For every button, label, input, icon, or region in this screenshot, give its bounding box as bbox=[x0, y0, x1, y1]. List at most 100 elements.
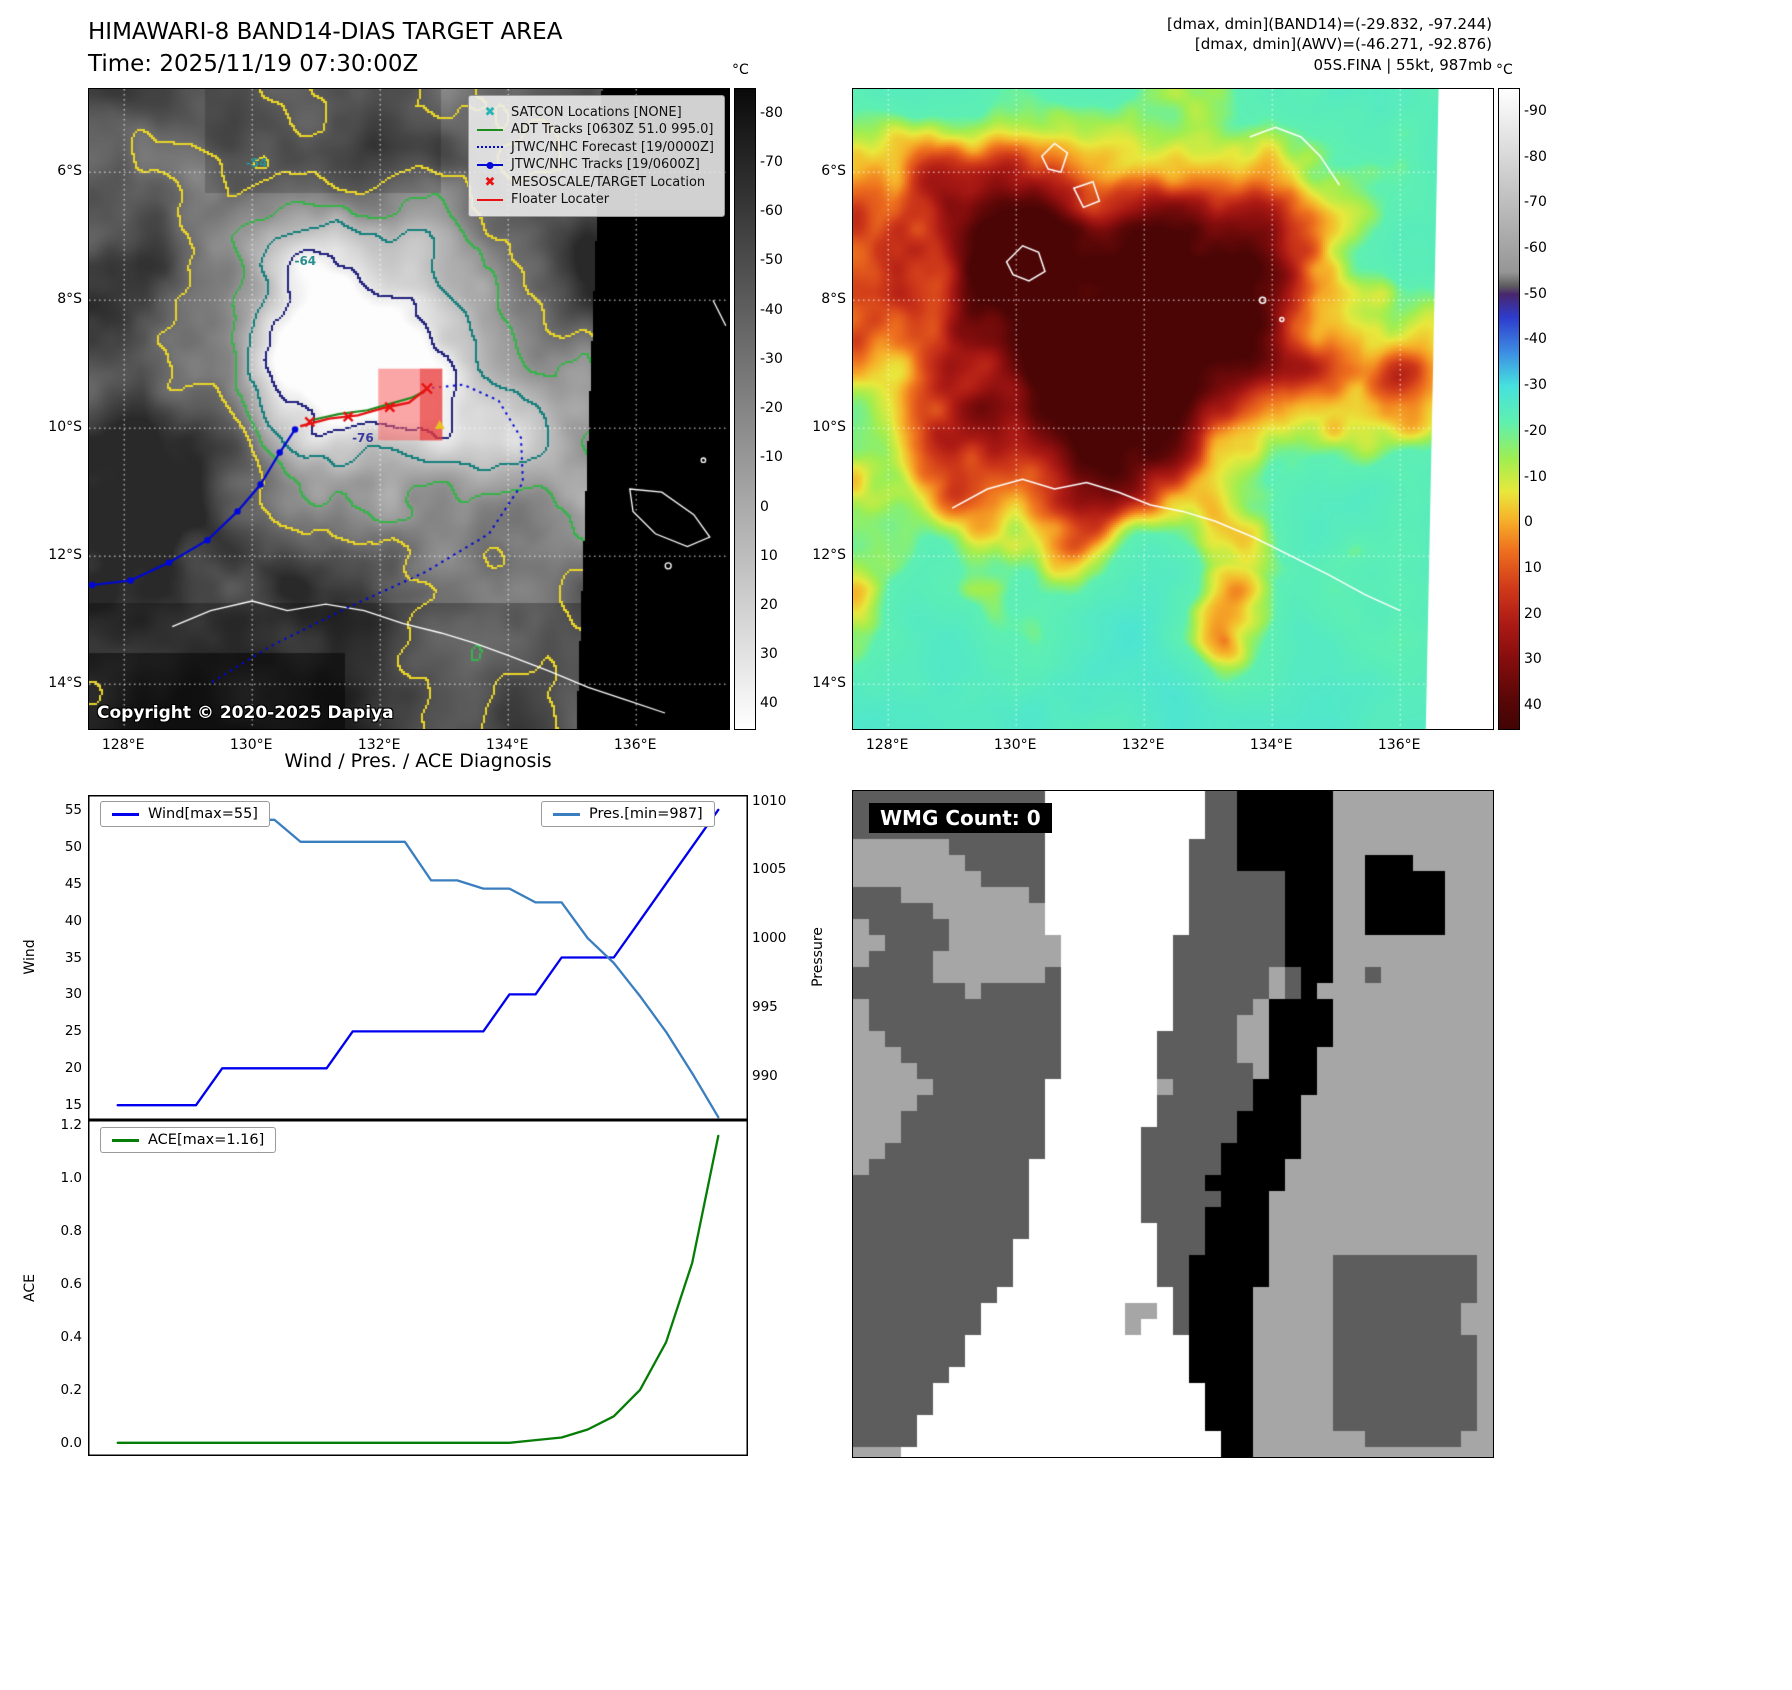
wind-pressure-chart bbox=[88, 795, 748, 1120]
lat-tick-label: 6°S bbox=[57, 163, 82, 180]
lat-tick-label: 14°S bbox=[48, 675, 82, 692]
ir-colorbar bbox=[1498, 88, 1520, 730]
wind-axis-label: Wind bbox=[22, 939, 38, 975]
tick-label: 20 bbox=[760, 596, 778, 613]
tick-label: -50 bbox=[1524, 285, 1547, 302]
lon-tick-label: 132°E bbox=[1121, 737, 1165, 753]
tl-colorbar-ticks: 40 30 20 10 0 -10 -20 -30 -40 -50 -60 -70 -80 bbox=[760, 0, 806, 1690]
legend-item: ✖ SATCON Locations [NONE] bbox=[477, 105, 714, 120]
legend-item-label: SATCON Locations [NONE] bbox=[511, 104, 682, 120]
map-legend: ✖ SATCON Locations [NONE] ADT Tracks [0630… bbox=[468, 95, 725, 217]
ace-legend: ACE[max=1.16] bbox=[100, 1127, 277, 1153]
tick-label: 1000 bbox=[752, 930, 787, 947]
ace-chart bbox=[88, 1120, 748, 1456]
tick-label: 990 bbox=[752, 1067, 778, 1084]
tick-label: 40 bbox=[64, 912, 82, 929]
tl-title: HIMAWARI-8 BAND14-DIAS TARGET AREA bbox=[88, 19, 563, 45]
tick-label: -40 bbox=[760, 301, 783, 318]
wmg-image bbox=[853, 791, 1493, 1457]
tick-label: 50 bbox=[64, 838, 82, 855]
tick-label: 25 bbox=[64, 1023, 82, 1040]
tick-label: 0.6 bbox=[60, 1276, 82, 1292]
tick-label: -10 bbox=[1524, 468, 1547, 485]
tick-label: 45 bbox=[64, 875, 82, 892]
tick-label: 0 bbox=[1524, 514, 1533, 531]
tick-label: 1.0 bbox=[60, 1170, 82, 1187]
tl-header: HIMAWARI-8 BAND14-DIAS TARGET AREA Time:… bbox=[88, 16, 562, 80]
contour-label: -54 bbox=[245, 155, 268, 170]
tick-label: -30 bbox=[1524, 377, 1547, 394]
tick-label: -10 bbox=[760, 449, 783, 466]
legend-item: Floater Locater bbox=[477, 192, 714, 207]
wind-legend-line bbox=[112, 812, 139, 816]
tr-header: [dmax, dmin](BAND14)=(-29.832, -97.244) … bbox=[1167, 14, 1492, 75]
tick-label: 0.2 bbox=[60, 1381, 82, 1398]
lat-tick-label: 6°S bbox=[821, 163, 846, 180]
ace-legend-label: ACE[max=1.16] bbox=[148, 1132, 265, 1148]
tick-label: 10 bbox=[1524, 560, 1542, 576]
contour-label: -64 bbox=[294, 253, 317, 268]
tick-label: 35 bbox=[64, 949, 82, 966]
tick-label: -50 bbox=[760, 252, 783, 269]
tl-lat-ticks: 6°S 8°S 10°S 12°S 14°S bbox=[28, 0, 82, 1690]
tr-header-band14: [dmax, dmin](BAND14)=(-29.832, -97.244) bbox=[1167, 15, 1492, 33]
tick-label: 20 bbox=[1524, 605, 1542, 622]
diagnosis-title: Wind / Pres. / ACE Diagnosis bbox=[284, 750, 552, 772]
legend-item: ✖ MESOSCALE/TARGET Location bbox=[477, 175, 714, 190]
legend-item: JTWC/NHC Tracks [19/0600Z] bbox=[477, 157, 714, 172]
x-marker-icon: ✖ bbox=[484, 104, 496, 120]
legend-item-label: JTWC/NHC Tracks [19/0600Z] bbox=[511, 157, 700, 172]
tr-lat-ticks: 6°S 8°S 10°S 12°S 14°S bbox=[792, 0, 846, 1690]
tick-label: 40 bbox=[760, 695, 778, 712]
tl-time: Time: 2025/11/19 07:30:00Z bbox=[88, 51, 419, 78]
line-icon bbox=[477, 198, 503, 201]
tick-label: 20 bbox=[64, 1060, 82, 1077]
tick-label: 30 bbox=[1524, 651, 1542, 668]
lon-tick-label: 134°E bbox=[1249, 737, 1293, 753]
legend-item: JTWC/NHC Forecast [19/0000Z] bbox=[477, 140, 714, 155]
tr-colorbar-unit: °C bbox=[1496, 62, 1513, 78]
ir-color-map-panel bbox=[852, 88, 1494, 730]
band14-colorbar bbox=[734, 88, 756, 730]
tick-label: 0.8 bbox=[60, 1223, 82, 1240]
legend-item-label: JTWC/NHC Forecast [19/0000Z] bbox=[511, 139, 714, 155]
copyright-text: Copyright © 2020-2025 Dapiya bbox=[97, 703, 394, 723]
pressure-axis-ticks: 1010 1005 1000 995 990 bbox=[752, 0, 802, 1690]
legend-item-label: MESOSCALE/TARGET Location bbox=[511, 174, 706, 190]
tick-label: 0.4 bbox=[60, 1328, 82, 1345]
legend-item-label: Floater Locater bbox=[511, 192, 610, 207]
wind-legend-label: Wind[max=55] bbox=[148, 806, 258, 822]
tick-label: -90 bbox=[1524, 102, 1547, 119]
tick-label: 40 bbox=[1524, 697, 1542, 714]
tick-label: -40 bbox=[1524, 331, 1547, 348]
lat-tick-label: 10°S bbox=[812, 419, 846, 436]
lat-tick-label: 12°S bbox=[48, 547, 82, 564]
wind-axis-ticks: 55 50 45 40 35 30 25 20 15 bbox=[36, 0, 82, 1690]
wmg-panel: WMG Count: 0 bbox=[852, 790, 1494, 1458]
line-dot-icon bbox=[477, 161, 503, 169]
tick-label: -60 bbox=[760, 203, 783, 220]
tr-header-storm: 05S.FINA | 55kt, 987mb bbox=[1313, 55, 1492, 74]
x-marker-icon: ✖ bbox=[484, 174, 496, 190]
tick-label: -80 bbox=[1524, 148, 1547, 165]
line-icon bbox=[477, 128, 503, 131]
lon-tick-label: 130°E bbox=[993, 737, 1037, 753]
tick-label: 15 bbox=[64, 1097, 82, 1114]
lat-tick-label: 14°S bbox=[812, 675, 846, 692]
ace-legend-line bbox=[112, 1138, 139, 1142]
ace-axis-ticks: 1.2 1.0 0.8 0.6 0.4 0.2 0.0 bbox=[36, 0, 82, 1690]
tick-label: -20 bbox=[760, 400, 783, 416]
tick-label: -70 bbox=[1524, 194, 1547, 211]
tick-label: -80 bbox=[760, 104, 783, 121]
tick-label: -20 bbox=[1524, 422, 1547, 439]
legend-item: ADT Tracks [0630Z 51.0 995.0] bbox=[477, 122, 714, 137]
pressure-legend-line bbox=[553, 812, 580, 816]
pressure-legend-label: Pres.[min=987] bbox=[589, 806, 703, 822]
tr-header-awv: [dmax, dmin](AWV)=(-46.271, -92.876) bbox=[1194, 35, 1492, 54]
dotted-line-icon bbox=[477, 146, 503, 148]
tick-label: 10 bbox=[760, 547, 778, 564]
ir-color-satellite-image bbox=[853, 89, 1493, 729]
tick-label: 1005 bbox=[752, 861, 787, 878]
contour-label: -76 bbox=[352, 430, 374, 445]
